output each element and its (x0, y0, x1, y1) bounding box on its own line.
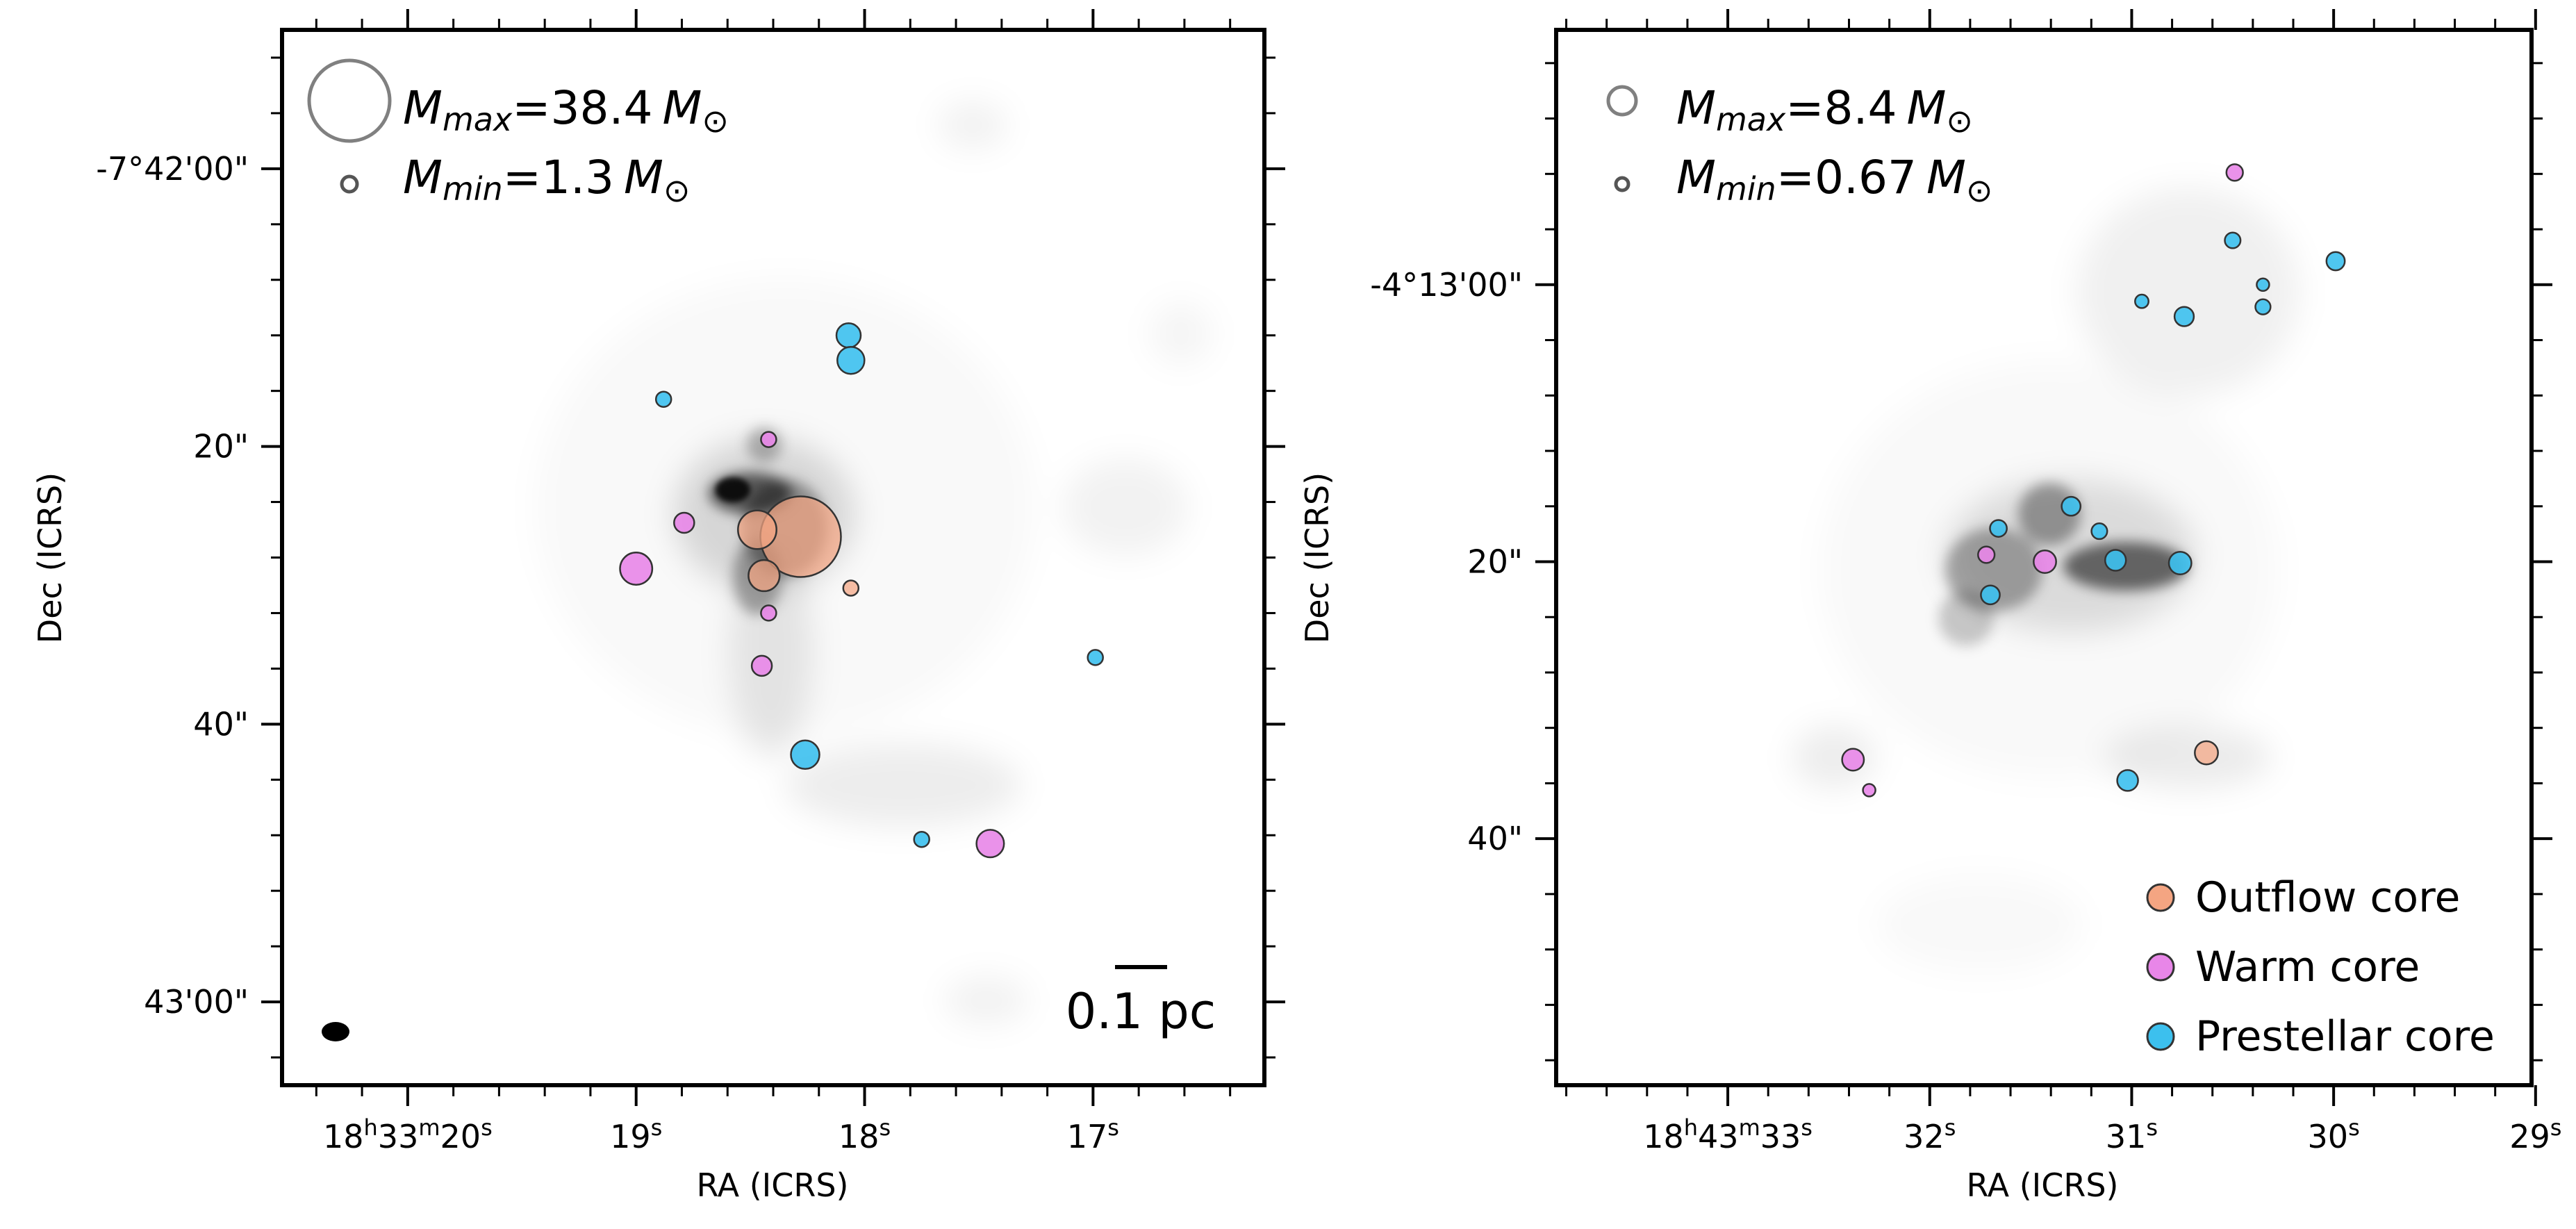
y-tick-label: 20" (1467, 543, 1523, 580)
left-scale-bar: 0.1 pc (1066, 965, 1216, 1040)
warm-core-marker (619, 552, 654, 586)
warm-core-marker (1862, 783, 1876, 798)
left-mass-legend: Mmax=38.4 M⊙ Mmin=1.3 M⊙ (307, 58, 729, 209)
left-mass-max-legend-circle (307, 58, 392, 143)
prestellar-core-marker (836, 345, 866, 375)
x-tick-label: 32s (1904, 1114, 1956, 1155)
prestellar-core-marker (2256, 277, 2270, 292)
prestellar-core-marker (2224, 231, 2242, 249)
warm-core-marker (2225, 163, 2244, 182)
right-mass-max-legend-circle (1606, 85, 1638, 117)
warm-core-marker (1977, 545, 1996, 564)
left-panel: Mmax=38.4 M⊙ Mmin=1.3 M⊙ 0.1 pc 18h33m20s 1… (31, 9, 1285, 1204)
right-mass-min-label: Mmin=0.67 M⊙ (1676, 151, 1992, 209)
left-y-axis-label: Dec (ICRS) (31, 472, 69, 643)
prestellar-core-marker (1989, 519, 2008, 538)
left-mass-min-legend-circle (340, 174, 359, 194)
right-x-axis-label: RA (ICRS) (1967, 1166, 2119, 1204)
warm-core-marker (1841, 748, 1865, 772)
outflow-core-marker (2194, 740, 2219, 766)
left-mass-max-label: Mmax=38.4 M⊙ (403, 81, 729, 140)
prestellar-core-marker (2134, 293, 2149, 309)
x-tick-label: 18h33m20s (323, 1114, 493, 1155)
prestellar-core-marker (2168, 551, 2193, 575)
scale-bar-label: 0.1 pc (1066, 983, 1216, 1040)
right-mass-min-legend-circle (1614, 176, 1630, 192)
x-tick-label: 31s (2106, 1114, 2158, 1155)
prestellar-core-marker (2173, 306, 2195, 327)
legend-prestellar-core-label: Prestellar core (2195, 1012, 2495, 1061)
x-tick-label: 18s (839, 1114, 891, 1155)
outflow-core-marker (737, 509, 777, 550)
prestellar-core-marker (654, 390, 672, 408)
right-intensity-map (1792, 188, 2300, 789)
warm-core-marker (673, 511, 695, 534)
legend-outflow-core-label: Outflow core (2195, 873, 2460, 922)
warm-core-marker (760, 431, 777, 448)
prestellar-core-marker (2090, 522, 2108, 541)
right-plot-frame (1554, 28, 2534, 1087)
prestellar-core-marker (2325, 251, 2346, 272)
left-axes: 18h33m20s 19s 18s 17s -7°42'00" 20" 40" 43'00" (96, 9, 1285, 1155)
prestellar-core-marker (2254, 298, 2272, 315)
y-tick-label: 20" (193, 428, 249, 465)
legend-warm-core-marker (2146, 952, 2175, 982)
warm-core-marker (975, 829, 1005, 859)
right-axes: 18h43m33s 32s 31s 30s 29s -4°13'00" 20" 40" (1370, 9, 2561, 1155)
outflow-core-marker (842, 579, 860, 597)
x-tick-label: 29s (2509, 1114, 2561, 1155)
y-tick-label: 40" (1467, 820, 1523, 857)
legend-prestellar-core-marker (2146, 1022, 2175, 1051)
right-mass-legend: Mmax=8.4 M⊙ Mmin=0.67 M⊙ (1606, 81, 1992, 209)
prestellar-core-marker (1087, 649, 1104, 666)
prestellar-core-marker (913, 830, 930, 848)
prestellar-core-marker (835, 322, 862, 349)
prestellar-core-marker (790, 739, 820, 770)
outflow-core-marker (748, 559, 781, 593)
right-panel: Mmax=8.4 M⊙ Mmin=0.67 M⊙ Outflow core Warm… (1298, 9, 2561, 1204)
beam-ellipse (322, 1022, 349, 1041)
prestellar-core-marker (1980, 584, 2001, 606)
y-tick-label: 43'00" (144, 983, 249, 1021)
warm-core-marker (750, 654, 773, 677)
y-tick-label: -7°42'00" (96, 150, 249, 188)
x-tick-label: 19s (610, 1114, 662, 1155)
right-mass-max-label: Mmax=8.4 M⊙ (1676, 81, 1973, 140)
x-tick-label: 17s (1067, 1114, 1119, 1155)
x-tick-label: 18h43m33s (1643, 1114, 1813, 1155)
right-y-axis-label: Dec (ICRS) (1298, 472, 1336, 643)
warm-core-marker (760, 604, 777, 622)
prestellar-core-marker (2116, 769, 2139, 792)
y-tick-label: 40" (193, 705, 249, 743)
core-type-legend: Outflow core Warm core Prestellar core (2146, 873, 2495, 1061)
left-x-axis-label: RA (ICRS) (697, 1166, 849, 1204)
legend-warm-core-label: Warm core (2195, 943, 2420, 991)
left-mass-min-label: Mmin=1.3 M⊙ (403, 151, 690, 209)
warm-core-marker (2033, 550, 2057, 574)
right-cores (1841, 163, 2346, 798)
x-tick-label: 30s (2308, 1114, 2360, 1155)
prestellar-core-marker (2061, 495, 2082, 517)
prestellar-core-marker (2104, 549, 2127, 572)
legend-outflow-core-marker (2146, 883, 2175, 912)
left-cores (619, 322, 1104, 859)
y-tick-label: -4°13'00" (1370, 266, 1523, 304)
